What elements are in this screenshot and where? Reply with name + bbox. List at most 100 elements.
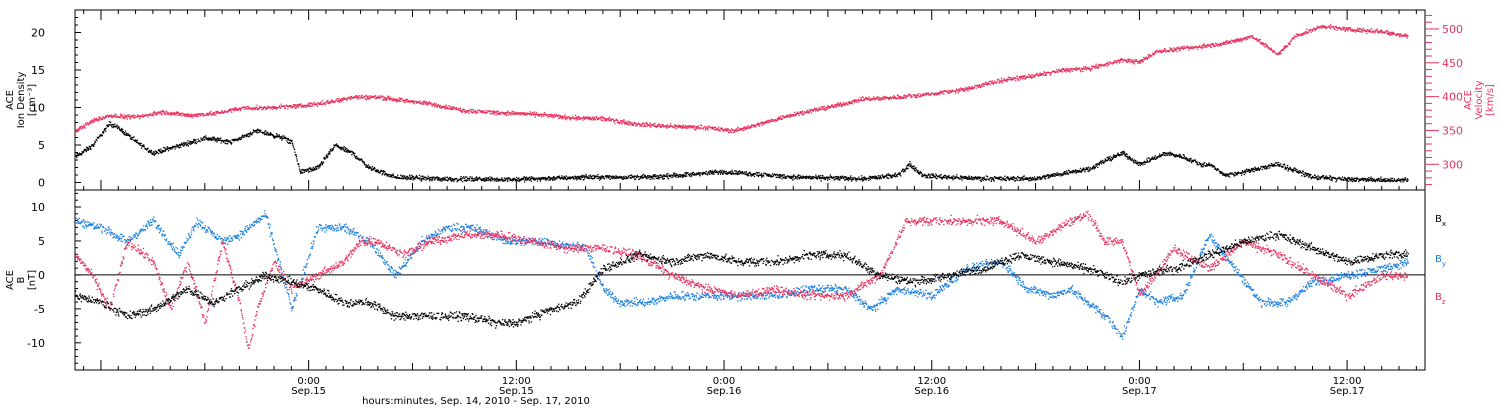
density-point <box>1099 162 1101 164</box>
velocity-point <box>218 112 221 114</box>
density-point <box>624 177 626 179</box>
velocity-point <box>685 124 687 127</box>
density-point <box>927 174 929 176</box>
velocity-point <box>424 101 426 103</box>
density-point <box>640 175 642 178</box>
velocity-point <box>102 116 104 118</box>
velocity-point <box>208 113 210 115</box>
density-point <box>836 177 839 179</box>
velocity-point <box>98 118 100 120</box>
density-point <box>1384 179 1387 181</box>
density-point <box>278 135 280 138</box>
density-point <box>1098 163 1100 165</box>
velocity-point <box>576 116 578 118</box>
density-point <box>1366 178 1368 180</box>
density-point <box>980 176 982 178</box>
velocity-point <box>347 96 349 99</box>
density-point <box>1367 180 1369 182</box>
velocity-point <box>673 127 675 129</box>
density-point <box>1116 155 1118 157</box>
density-point <box>1095 163 1097 166</box>
density-point <box>839 179 841 181</box>
density-point <box>693 173 695 176</box>
velocity-point <box>710 126 712 128</box>
velocity-point <box>635 123 638 125</box>
velocity-point <box>372 95 374 97</box>
density-point <box>934 176 937 178</box>
density-point <box>947 176 949 178</box>
density-point <box>1320 177 1322 180</box>
velocity-point <box>423 103 425 105</box>
velocity-point <box>534 116 536 118</box>
density-point <box>729 172 732 174</box>
density-point <box>1314 174 1316 176</box>
density-point <box>385 173 387 175</box>
density-point <box>902 171 905 173</box>
density-point <box>1317 175 1319 177</box>
density-point <box>471 178 474 180</box>
velocity-point <box>537 114 539 117</box>
density-tick-label: 15 <box>31 64 45 77</box>
density-point <box>1256 169 1258 171</box>
density-point <box>776 173 778 176</box>
density-point <box>1274 164 1276 167</box>
density-point <box>1031 176 1034 179</box>
velocity-point <box>559 115 561 117</box>
velocity-point <box>688 125 690 127</box>
velocity-point <box>495 114 497 116</box>
velocity-point <box>349 96 352 98</box>
velocity-point <box>317 103 319 105</box>
velocity-point <box>454 107 456 109</box>
velocity-point <box>610 120 612 122</box>
density-point <box>319 166 321 168</box>
density-point <box>526 178 528 181</box>
density-point <box>796 176 799 178</box>
density-point <box>797 175 799 177</box>
density-point <box>1247 170 1249 172</box>
density-point <box>1315 177 1317 179</box>
velocity-point <box>94 119 96 121</box>
density-point <box>165 147 167 149</box>
velocity-point <box>246 106 248 108</box>
density-point <box>1248 170 1250 172</box>
density-point <box>882 176 884 178</box>
density-point <box>1178 156 1181 158</box>
density-point <box>426 177 428 179</box>
velocity-point <box>215 114 217 116</box>
density-point <box>1399 178 1401 181</box>
density-point <box>207 139 209 141</box>
density-point <box>443 179 445 181</box>
density-point <box>1305 173 1307 175</box>
density-point <box>351 154 353 156</box>
density-point <box>626 177 628 180</box>
density-point <box>793 174 795 176</box>
density-point <box>724 173 726 175</box>
density-point <box>225 139 228 141</box>
density-point <box>371 166 373 168</box>
velocity-point <box>523 114 526 116</box>
density-point <box>623 175 625 178</box>
velocity-point <box>551 116 553 118</box>
density-point <box>189 143 191 146</box>
density-point <box>130 136 132 139</box>
density-point <box>804 176 807 178</box>
density-point <box>766 174 769 176</box>
density-point <box>727 173 729 175</box>
velocity-point <box>147 116 149 118</box>
velocity-point <box>256 107 258 109</box>
density-point <box>860 178 862 180</box>
density-point <box>449 176 451 179</box>
density-point <box>1036 178 1038 180</box>
density-point <box>694 174 697 176</box>
velocity-axis-label-line: Velocity <box>1474 80 1485 119</box>
density-point <box>1296 171 1299 174</box>
density-point <box>329 153 331 155</box>
velocity-point <box>624 123 627 125</box>
density-point <box>279 136 281 138</box>
density-point <box>169 147 171 149</box>
density-point <box>872 176 874 178</box>
density-point <box>158 150 161 152</box>
density-point <box>384 173 386 175</box>
velocity-point <box>392 99 394 101</box>
